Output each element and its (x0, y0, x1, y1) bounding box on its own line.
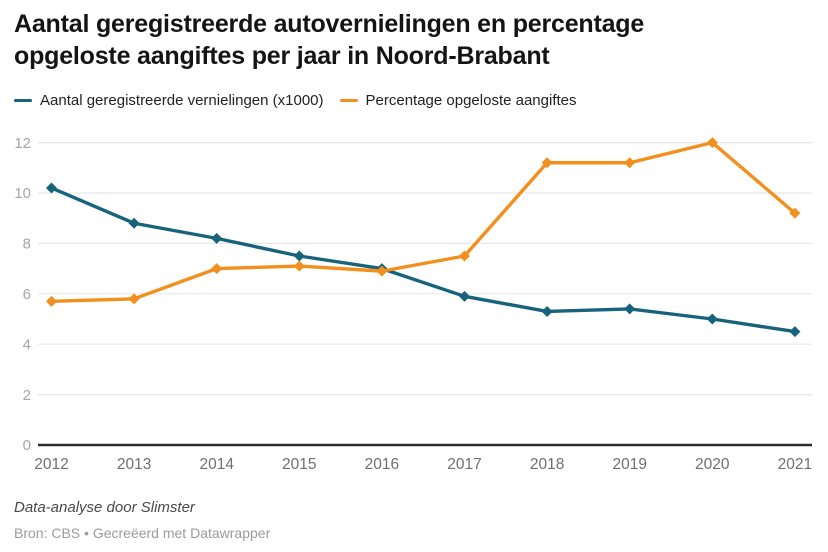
data-point-series1-2015 (293, 260, 305, 272)
data-point-series0-2015 (293, 250, 305, 262)
chart-source-credit: Bron: CBS • Gecreëerd met Datawrapper (14, 525, 271, 541)
x-axis-tick-2013: 2013 (117, 456, 151, 473)
data-point-series0-2018 (541, 305, 553, 317)
y-axis-tick-8: 8 (23, 236, 31, 253)
chart-title: Aantal geregistreerde autovernielingen e… (14, 10, 645, 70)
legend-item-percentage: Percentage opgeloste aangiftes (339, 92, 577, 109)
data-point-series0-2021 (789, 326, 801, 338)
data-point-series0-2014 (211, 232, 223, 244)
x-axis-tick-2016: 2016 (365, 456, 399, 473)
data-point-series0-2017 (459, 290, 470, 302)
data-point-series1-2021 (789, 207, 801, 219)
y-axis-tick-2: 2 (23, 387, 31, 404)
data-point-series1-2012 (46, 295, 57, 307)
series-line-0 (49, 186, 797, 334)
series-line-1 (49, 140, 797, 304)
y-axis-tick-12: 12 (14, 135, 31, 152)
y-axis-tick-6: 6 (23, 286, 31, 303)
x-axis-tick-2014: 2014 (199, 456, 234, 473)
chart-legend: Aantal geregistreerde vernielingen (x100… (14, 92, 577, 109)
legend-label-percentage: Percentage opgeloste aangiftes (365, 92, 577, 109)
data-point-series1-2019 (624, 157, 636, 169)
x-axis-tick-2021: 2021 (778, 456, 812, 473)
data-point-series0-2013 (128, 217, 140, 229)
y-axis-tick-4: 4 (23, 336, 31, 353)
y-axis-tick-0: 0 (23, 437, 31, 454)
legend-label-vernielingen: Aantal geregistreerde vernielingen (x100… (40, 92, 324, 109)
x-axis-tick-2020: 2020 (695, 456, 730, 473)
data-point-series0-2019 (624, 303, 636, 315)
x-axis-tick-2012: 2012 (34, 456, 68, 473)
data-point-series1-2013 (128, 293, 140, 305)
x-axis-tick-2015: 2015 (282, 456, 316, 473)
legend-item-vernielingen: Aantal geregistreerde vernielingen (x100… (14, 92, 324, 109)
y-axis-tick-10: 10 (14, 185, 31, 202)
data-point-series1-2017 (459, 250, 470, 262)
data-point-series1-2016 (376, 265, 388, 277)
data-point-series1-2018 (541, 157, 553, 169)
data-point-series0-2012 (46, 182, 57, 194)
chart-byline: Data-analyse door Slimster (14, 499, 195, 516)
x-axis-tick-2018: 2018 (530, 456, 564, 473)
legend-swatch-percentage (339, 98, 358, 103)
x-axis-tick-2019: 2019 (612, 456, 646, 473)
data-point-series1-2020 (706, 137, 718, 149)
data-point-series0-2020 (706, 313, 718, 325)
data-point-series1-2014 (211, 263, 223, 275)
legend-swatch-vernielingen (14, 98, 32, 103)
x-axis-tick-2017: 2017 (447, 456, 481, 473)
